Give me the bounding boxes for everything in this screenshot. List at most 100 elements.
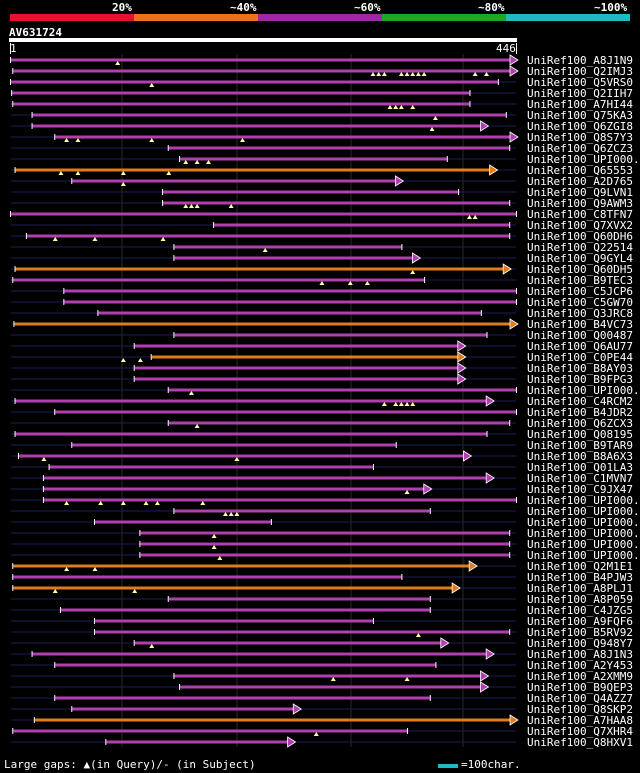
hit-bar[interactable]: [60, 608, 430, 612]
hit-bar[interactable]: [32, 124, 487, 128]
hit-label[interactable]: UniRef100_Q948Y7: [527, 637, 633, 650]
hit-label[interactable]: UniRef100_Q2IMJ3: [527, 65, 633, 78]
hit-label[interactable]: UniRef100_A2Y453: [527, 659, 633, 672]
hit-bar[interactable]: [15, 432, 487, 436]
hit-label[interactable]: UniRef100_Q7XHR4: [527, 725, 633, 738]
hit-bar[interactable]: [64, 289, 516, 293]
hit-bar[interactable]: [72, 179, 402, 183]
hit-label[interactable]: UniRef100_C8TFN7: [527, 208, 633, 221]
hit-bar[interactable]: [43, 498, 517, 502]
hit-label[interactable]: UniRef100_B8A6X3: [527, 450, 633, 463]
hit-bar[interactable]: [168, 146, 510, 150]
hit-bar[interactable]: [11, 80, 498, 84]
hit-bar[interactable]: [13, 729, 408, 733]
hit-bar[interactable]: [15, 399, 493, 403]
hit-label[interactable]: UniRef100_A8P059: [527, 593, 633, 606]
hit-bar[interactable]: [168, 597, 430, 601]
hit-bar[interactable]: [55, 135, 517, 139]
hit-bar[interactable]: [174, 333, 487, 337]
hit-bar[interactable]: [180, 685, 487, 689]
hit-bar[interactable]: [72, 707, 300, 711]
hit-bar[interactable]: [13, 564, 476, 568]
hit-bar[interactable]: [43, 476, 493, 480]
hit-bar[interactable]: [15, 267, 510, 271]
hit-bar[interactable]: [13, 278, 425, 282]
hit-label[interactable]: UniRef100_B4VC73: [527, 318, 633, 331]
hit-bar[interactable]: [168, 388, 516, 392]
hit-label[interactable]: UniRef100_Q6ZCX3: [527, 417, 633, 430]
hit-label[interactable]: UniRef100_B9TEC3: [527, 274, 633, 287]
hit-label[interactable]: UniRef100_Q5VRS0: [527, 76, 633, 89]
hit-bar[interactable]: [13, 575, 402, 579]
hit-label[interactable]: UniRef100_Q75KA3: [527, 109, 633, 122]
hit-bar[interactable]: [134, 641, 447, 645]
hit-label[interactable]: UniRef100_B5RV92: [527, 626, 633, 639]
hit-label[interactable]: UniRef100_Q6ZCZ3: [527, 142, 633, 155]
hit-label[interactable]: UniRef100_C4RCM2: [527, 395, 633, 408]
hit-bar[interactable]: [214, 223, 510, 227]
hit-bar[interactable]: [140, 553, 510, 557]
hit-bar[interactable]: [140, 531, 510, 535]
hit-label[interactable]: UniRef100_Q7XVX2: [527, 219, 633, 232]
hit-bar[interactable]: [174, 674, 487, 678]
hit-bar[interactable]: [15, 168, 496, 172]
hit-label[interactable]: UniRef100_Q2IIH7: [527, 87, 633, 100]
hit-bar[interactable]: [163, 190, 459, 194]
hit-label[interactable]: UniRef100_C9JX47: [527, 483, 633, 496]
hit-label[interactable]: UniRef100_Q3JRC8: [527, 307, 633, 320]
hit-bar[interactable]: [55, 663, 436, 667]
hit-label[interactable]: UniRef100_Q8HXV1: [527, 736, 633, 749]
hit-bar[interactable]: [174, 509, 430, 513]
hit-label[interactable]: UniRef100_C5GW70: [527, 296, 633, 309]
hit-label[interactable]: UniRef100_C1MVN7: [527, 472, 633, 485]
hit-label[interactable]: UniRef100_UPI000..: [527, 494, 640, 507]
hit-bar[interactable]: [55, 696, 430, 700]
hit-bar[interactable]: [180, 157, 447, 161]
hit-bar[interactable]: [134, 377, 464, 381]
hit-label[interactable]: UniRef100_A2D765: [527, 175, 633, 188]
hit-label[interactable]: UniRef100_B4PJW3: [527, 571, 633, 584]
hit-label[interactable]: UniRef100_Q9GYL4: [527, 252, 633, 265]
hit-label[interactable]: UniRef100_Q08195: [527, 428, 633, 441]
hit-label[interactable]: UniRef100_Q6ZGI8: [527, 120, 633, 133]
hit-bar[interactable]: [151, 355, 464, 359]
hit-label[interactable]: UniRef100_UPI000..: [527, 505, 640, 518]
hit-label[interactable]: UniRef100_Q4AZZ7: [527, 692, 633, 705]
hit-label[interactable]: UniRef100_C5JCP6: [527, 285, 633, 298]
hit-label[interactable]: UniRef100_Q60DH5: [527, 263, 633, 276]
hit-label[interactable]: UniRef100_B9QEP3: [527, 681, 633, 694]
hit-label[interactable]: UniRef100_Q65553: [527, 164, 633, 177]
hit-bar[interactable]: [168, 421, 510, 425]
hit-bar[interactable]: [34, 718, 517, 722]
hit-bar[interactable]: [18, 454, 470, 458]
hit-label[interactable]: UniRef100_Q00487: [527, 329, 633, 342]
hit-bar[interactable]: [12, 91, 470, 95]
hit-label[interactable]: UniRef100_C4JZG5: [527, 604, 633, 617]
hit-label[interactable]: UniRef100_B9TAR9: [527, 439, 633, 452]
hit-bar[interactable]: [174, 245, 402, 249]
hit-bar[interactable]: [13, 102, 470, 106]
hit-label[interactable]: UniRef100_A8J1N9: [527, 54, 633, 67]
hit-label[interactable]: UniRef100_Q22514: [527, 241, 633, 254]
hit-label[interactable]: UniRef100_A7HAA8: [527, 714, 633, 727]
hit-bar[interactable]: [174, 256, 419, 260]
hit-bar[interactable]: [49, 465, 374, 469]
hit-label[interactable]: UniRef100_Q01LA3: [527, 461, 633, 474]
hit-label[interactable]: UniRef100_Q60DH6: [527, 230, 633, 243]
hit-label[interactable]: UniRef100_A8PLJ1: [527, 582, 633, 595]
hit-label[interactable]: UniRef100_C0PE44: [527, 351, 633, 364]
hit-label[interactable]: UniRef100_Q9LVN1: [527, 186, 633, 199]
hit-bar[interactable]: [11, 212, 516, 216]
hit-bar[interactable]: [13, 586, 459, 590]
hit-bar[interactable]: [134, 366, 464, 370]
hit-label[interactable]: UniRef100_B9FPG3: [527, 373, 633, 386]
hit-bar[interactable]: [94, 619, 374, 623]
hit-label[interactable]: UniRef100_Q8S7Y3: [527, 131, 633, 144]
hit-label[interactable]: UniRef100_A8J1N3: [527, 648, 633, 661]
hit-label[interactable]: UniRef100_Q8SKP2: [527, 703, 633, 716]
hit-label[interactable]: UniRef100_UPI000..: [527, 538, 640, 551]
hit-bar[interactable]: [106, 740, 294, 744]
hit-label[interactable]: UniRef100_B4JDR2: [527, 406, 633, 419]
hit-bar[interactable]: [134, 344, 464, 348]
hit-bar[interactable]: [94, 520, 271, 524]
